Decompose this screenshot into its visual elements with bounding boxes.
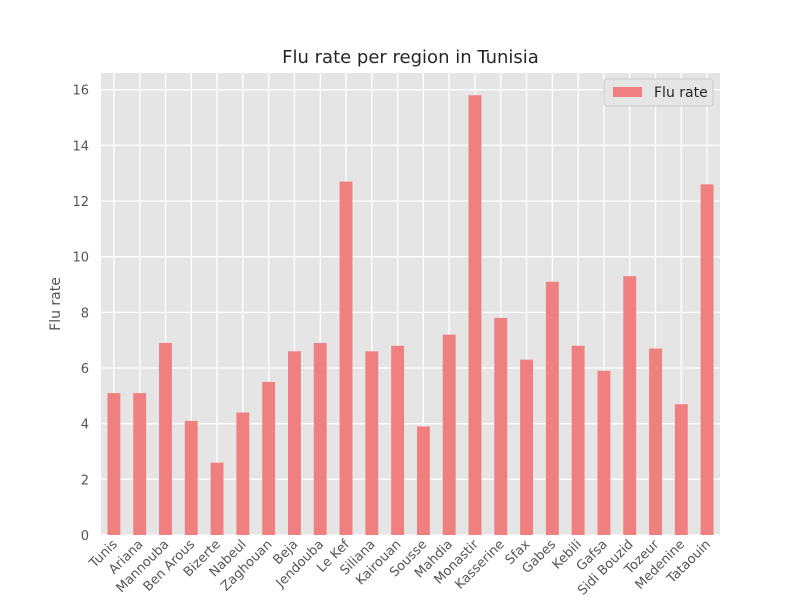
bar bbox=[571, 345, 585, 535]
y-tick-label: 12 bbox=[72, 195, 89, 210]
bar bbox=[649, 348, 662, 535]
bar bbox=[468, 95, 482, 535]
bar bbox=[494, 317, 508, 535]
bar bbox=[520, 359, 534, 535]
bar bbox=[623, 276, 637, 535]
y-tick-labels: 0 2 4 6 8 10 12 14 16 bbox=[72, 84, 89, 544]
y-tick-label: 10 bbox=[72, 251, 89, 266]
legend-box bbox=[603, 78, 714, 107]
y-tick-label: 16 bbox=[72, 84, 89, 99]
bar bbox=[184, 420, 198, 535]
y-tick-label: 6 bbox=[81, 362, 89, 377]
chart-title: Flu rate per region in Tunisia bbox=[282, 47, 539, 68]
y-axis-label: Flu rate bbox=[48, 277, 64, 331]
y-tick-label: 2 bbox=[81, 473, 89, 488]
bar bbox=[597, 370, 611, 535]
y-tick-label: 14 bbox=[72, 139, 89, 154]
bar bbox=[339, 181, 353, 535]
bar bbox=[442, 334, 456, 535]
bar bbox=[287, 351, 301, 535]
bar bbox=[700, 184, 714, 535]
bar bbox=[416, 426, 430, 535]
bars bbox=[107, 95, 714, 535]
bar bbox=[210, 462, 224, 535]
legend: Flu rate bbox=[603, 78, 714, 107]
bar bbox=[674, 404, 688, 535]
y-tick-label: 4 bbox=[81, 418, 89, 433]
legend-label: Flu rate bbox=[654, 85, 708, 101]
bar bbox=[365, 351, 379, 535]
bar bbox=[545, 281, 559, 535]
bar bbox=[313, 342, 327, 535]
legend-swatch bbox=[613, 87, 642, 97]
y-tick-label: 0 bbox=[81, 529, 89, 544]
bar bbox=[133, 393, 147, 535]
bar bbox=[391, 345, 405, 535]
bar bbox=[159, 342, 172, 535]
bar bbox=[236, 412, 250, 535]
plot-area bbox=[101, 73, 720, 535]
y-tick-label: 8 bbox=[81, 306, 89, 321]
bar bbox=[262, 381, 276, 535]
bar bbox=[107, 393, 121, 535]
